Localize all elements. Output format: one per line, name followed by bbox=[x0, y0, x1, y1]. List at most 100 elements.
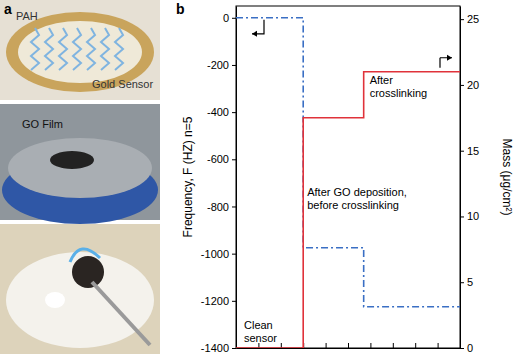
tick-label: -1400 bbox=[201, 342, 229, 354]
tick: 25 bbox=[460, 13, 479, 25]
plot-area bbox=[236, 18, 460, 348]
go-disk bbox=[72, 256, 104, 288]
tick-mark bbox=[460, 282, 464, 283]
photo-background bbox=[0, 224, 160, 354]
annotation: Cleansensor bbox=[244, 319, 277, 344]
axis: -1400 -1200 -1000 -800 -600 -400 -200 0 bbox=[201, 7, 237, 354]
photo-background bbox=[0, 0, 160, 100]
axis-title: Mass (μg/cm²) bbox=[500, 139, 514, 216]
annotation-line: Clean bbox=[244, 319, 273, 331]
annotation-line: before crosslinking bbox=[307, 199, 399, 211]
tick-mark bbox=[460, 19, 464, 20]
tick-mark bbox=[438, 343, 439, 348]
tick: -1200 bbox=[201, 295, 236, 307]
tick: 0 bbox=[223, 12, 236, 24]
tick-mark bbox=[393, 343, 394, 348]
axis-line bbox=[236, 7, 237, 349]
tick-mark bbox=[460, 216, 464, 217]
tick-label: -1200 bbox=[201, 295, 229, 307]
tick-label: -1000 bbox=[201, 248, 229, 260]
pah-chain bbox=[45, 28, 53, 70]
pah-chain bbox=[115, 28, 123, 70]
indicator-arrowhead bbox=[447, 55, 452, 61]
tick: -600 bbox=[207, 153, 236, 165]
tick-label: 10 bbox=[467, 210, 479, 222]
pah-chain bbox=[73, 28, 81, 70]
tick-label: -600 bbox=[207, 153, 229, 165]
tick bbox=[348, 343, 349, 348]
annotation: Aftercrosslinking bbox=[370, 74, 427, 99]
tick-label: 15 bbox=[467, 145, 479, 157]
panel-label: a bbox=[4, 1, 12, 17]
tick: 0 bbox=[460, 342, 473, 354]
annotation-line: After GO deposition, bbox=[307, 186, 407, 198]
annotation-line: crosslinking bbox=[370, 87, 427, 99]
panel-a: PAH Gold Sensor GO Film bbox=[0, 0, 160, 354]
filter-spot bbox=[45, 292, 65, 308]
tick bbox=[370, 343, 371, 348]
tick: -1400 bbox=[201, 342, 236, 354]
axis: 0 5 10 15 20 25 bbox=[460, 7, 479, 354]
tick: 5 bbox=[460, 276, 473, 288]
tick bbox=[415, 343, 416, 348]
tick bbox=[438, 343, 439, 348]
figure: PAH Gold Sensor GO Film a b -1400 -1200 -1000 -8… bbox=[0, 0, 520, 354]
tick-mark bbox=[326, 343, 327, 348]
sensor-surface bbox=[18, 21, 142, 83]
tick-label: -200 bbox=[207, 59, 229, 71]
series-line bbox=[236, 18, 460, 307]
tick-label: 5 bbox=[467, 276, 473, 288]
tick-mark bbox=[370, 343, 371, 348]
transfer-arrow bbox=[70, 249, 100, 262]
tweezers bbox=[92, 282, 150, 345]
axis-line bbox=[237, 348, 461, 349]
tick-mark bbox=[460, 85, 464, 86]
annotation-line: After bbox=[370, 74, 394, 86]
tick-mark bbox=[348, 343, 349, 348]
tick: -1000 bbox=[201, 248, 236, 260]
jar-top bbox=[8, 138, 152, 198]
pah-chain bbox=[87, 28, 95, 70]
tick-label: 25 bbox=[467, 13, 479, 25]
tick-mark bbox=[232, 301, 236, 302]
pah-chain bbox=[59, 28, 67, 70]
tick-mark bbox=[232, 65, 236, 66]
tick-label: 0 bbox=[223, 12, 229, 24]
indicator-arrow bbox=[252, 20, 264, 34]
tick-label: 20 bbox=[467, 79, 479, 91]
indicator-arrow bbox=[440, 58, 452, 68]
tick-mark bbox=[232, 254, 236, 255]
pah-chain bbox=[31, 28, 39, 70]
tick: 20 bbox=[460, 79, 479, 91]
tick: 15 bbox=[460, 145, 479, 157]
pah-chain bbox=[101, 28, 109, 70]
tick-mark bbox=[460, 348, 464, 349]
tick-mark bbox=[232, 112, 236, 113]
panel-label: b bbox=[176, 1, 185, 17]
tick bbox=[326, 343, 327, 348]
gold-sensor bbox=[6, 12, 154, 92]
tick bbox=[393, 343, 394, 348]
series-line bbox=[236, 72, 460, 348]
tick-mark bbox=[232, 348, 236, 349]
tick-mark bbox=[232, 159, 236, 160]
tick-label: -400 bbox=[207, 106, 229, 118]
tick-mark bbox=[232, 18, 236, 19]
plot-frame bbox=[236, 6, 460, 348]
tick: -400 bbox=[207, 106, 236, 118]
photo-label: Gold Sensor bbox=[92, 78, 153, 90]
tick-mark bbox=[415, 343, 416, 348]
tick: 10 bbox=[460, 210, 479, 222]
tick-label: 0 bbox=[467, 342, 473, 354]
axis-line bbox=[460, 7, 461, 349]
indicator-arrowhead bbox=[252, 31, 257, 37]
tick-label: -800 bbox=[207, 201, 229, 213]
photo-label: GO Film bbox=[22, 118, 63, 130]
tick: -200 bbox=[207, 59, 236, 71]
tick-mark bbox=[232, 206, 236, 207]
photo-label: PAH bbox=[16, 10, 38, 22]
tick-mark bbox=[460, 151, 464, 152]
go-film bbox=[50, 151, 94, 169]
annotation: After GO deposition,before crosslinking bbox=[307, 186, 407, 211]
tick: -800 bbox=[207, 201, 236, 213]
